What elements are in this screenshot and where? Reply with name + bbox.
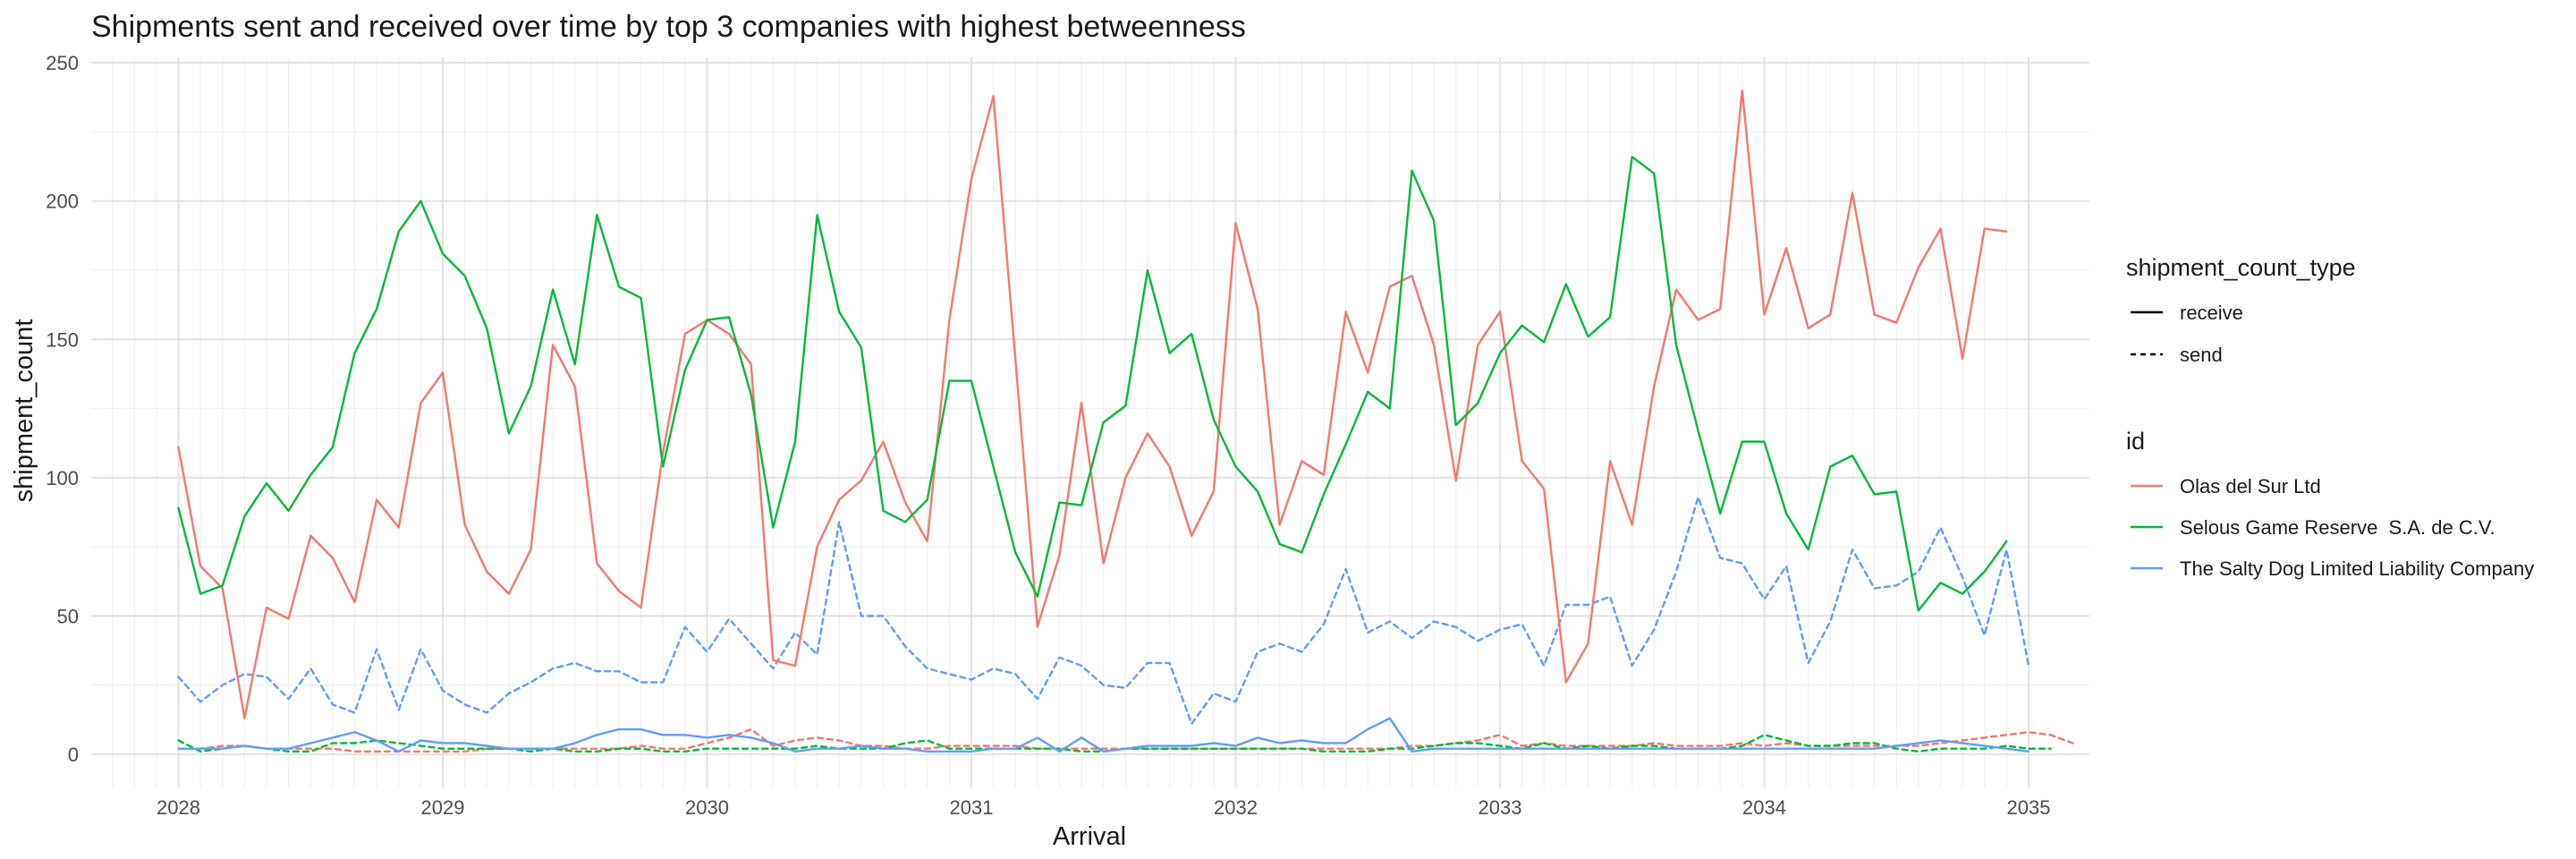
legend-label-olas: Olas del Sur Ltd bbox=[2180, 475, 2321, 498]
y-tick-label: 50 bbox=[57, 605, 79, 627]
y-axis-title: shipment_count bbox=[10, 319, 38, 503]
legend-item-send: send bbox=[2131, 344, 2223, 366]
y-tick-label: 0 bbox=[68, 744, 79, 766]
y-tick-label: 100 bbox=[46, 467, 79, 489]
x-tick-label: 2035 bbox=[2007, 796, 2051, 819]
legend-label-receive: receive bbox=[2180, 302, 2243, 324]
x-axis-ticks: 2028 2029 2030 2031 2032 2033 2034 2035 bbox=[157, 796, 2050, 819]
legend-label-selous: Selous Game Reserve S.A. de C.V. bbox=[2180, 516, 2496, 539]
legend-label-salty-dog: The Salty Dog Limited Liability Company bbox=[2180, 557, 2534, 580]
y-tick-label: 150 bbox=[46, 328, 79, 351]
series-line-the-salty-dog-limited-liability-company-send bbox=[177, 496, 2030, 726]
y-tick-label: 250 bbox=[46, 52, 79, 74]
series-layer bbox=[177, 89, 2074, 753]
chart-title: Shipments sent and received over time by… bbox=[91, 10, 1246, 44]
x-tick-label: 2030 bbox=[685, 796, 729, 819]
x-axis-title: Arrival bbox=[1053, 822, 1126, 851]
legend-item-selous: Selous Game Reserve S.A. de C.V. bbox=[2131, 516, 2496, 539]
grid-layer bbox=[91, 57, 2089, 787]
legend-item-salty-dog: The Salty Dog Limited Liability Company bbox=[2131, 557, 2534, 580]
y-axis-ticks: 0 50 100 150 200 250 bbox=[46, 52, 79, 766]
legend-color-title: id bbox=[2126, 428, 2145, 455]
x-tick-label: 2034 bbox=[1742, 796, 1786, 819]
legend: shipment_count_type receive send id Olas… bbox=[2126, 254, 2534, 580]
x-tick-label: 2032 bbox=[1214, 796, 1258, 819]
legend-item-olas: Olas del Sur Ltd bbox=[2131, 475, 2321, 498]
legend-linetype-title: shipment_count_type bbox=[2126, 254, 2356, 281]
legend-item-receive: receive bbox=[2131, 302, 2243, 324]
legend-label-send: send bbox=[2180, 344, 2223, 366]
x-tick-label: 2029 bbox=[421, 796, 465, 819]
x-tick-label: 2028 bbox=[157, 796, 200, 819]
series-line-the-salty-dog-limited-liability-company-receive bbox=[177, 717, 2030, 753]
x-tick-label: 2031 bbox=[950, 796, 994, 819]
x-tick-label: 2033 bbox=[1479, 796, 1522, 819]
y-tick-label: 200 bbox=[46, 191, 79, 213]
series-line-selous-game-reserve-s-a-de-c-v-receive bbox=[177, 156, 2008, 612]
series-line-olas-del-sur-ltd-receive bbox=[177, 89, 2008, 719]
